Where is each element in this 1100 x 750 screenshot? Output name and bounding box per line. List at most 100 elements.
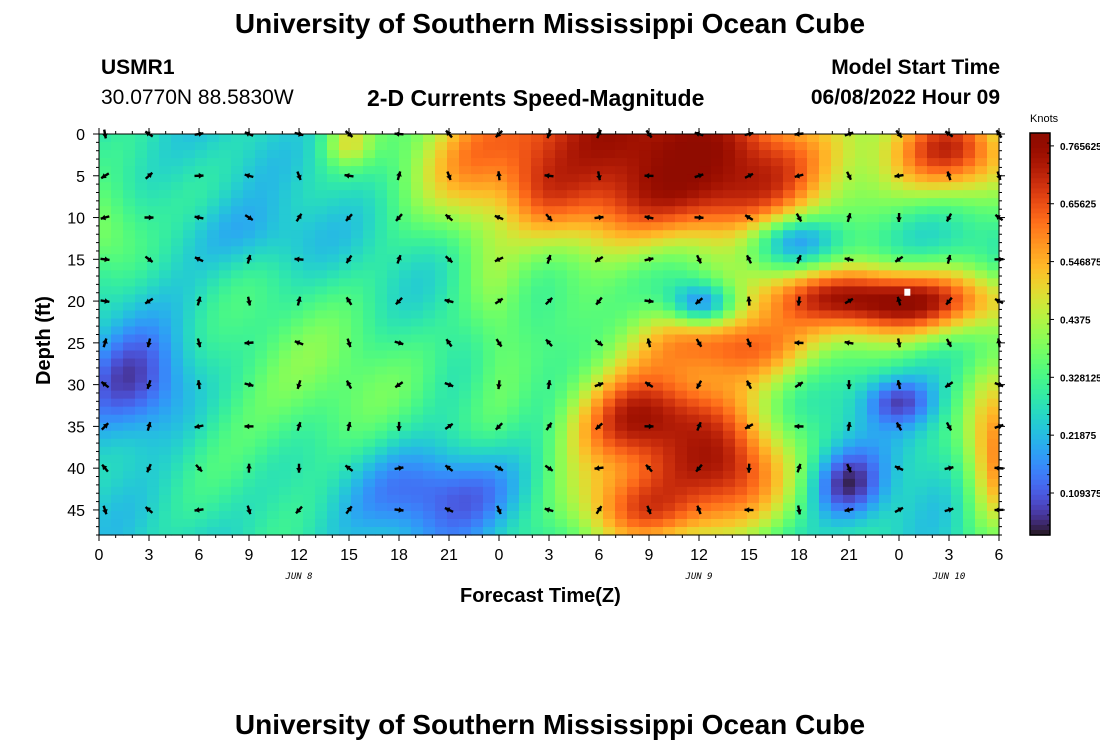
heatmap-cell xyxy=(915,486,928,496)
current-arrow xyxy=(494,297,504,305)
heatmap-cell xyxy=(399,206,412,215)
heatmap-cell xyxy=(735,366,748,376)
heatmap-cell xyxy=(627,510,640,520)
heatmap-cell xyxy=(759,438,772,448)
heatmap-cell xyxy=(423,318,436,328)
colorbar-segment xyxy=(1030,258,1050,265)
heatmap-cell xyxy=(927,342,940,352)
heatmap-cell xyxy=(639,406,652,416)
heatmap-cell xyxy=(267,486,280,496)
heatmap-cell xyxy=(435,230,448,239)
heatmap-cell xyxy=(471,150,484,159)
heatmap-cell xyxy=(507,526,520,536)
heatmap-cell xyxy=(735,510,748,520)
current-arrow xyxy=(594,339,604,347)
heatmap-cell xyxy=(159,254,172,263)
current-arrow xyxy=(544,297,554,306)
heatmap-cell xyxy=(435,438,448,448)
heatmap-cell xyxy=(111,374,124,384)
heatmap-cell xyxy=(183,358,196,368)
heatmap-cell xyxy=(759,422,772,432)
heatmap-cell xyxy=(219,230,232,239)
heatmap-cell xyxy=(723,390,736,400)
heatmap-cell xyxy=(783,406,796,416)
heatmap-cell xyxy=(591,302,604,312)
heatmap-cell xyxy=(627,446,640,456)
heatmap-cell xyxy=(771,238,784,247)
heatmap-cell xyxy=(255,214,268,223)
current-arrow-head xyxy=(247,215,253,220)
heatmap-cell xyxy=(159,446,172,456)
heatmap-cell xyxy=(495,406,508,416)
heatmap-cell xyxy=(735,430,748,440)
heatmap-cell xyxy=(891,446,904,456)
heatmap-cell xyxy=(795,150,808,159)
heatmap-cell xyxy=(747,478,760,488)
heatmap-cell xyxy=(123,510,136,520)
heatmap-cell xyxy=(987,382,1000,392)
heatmap-cell xyxy=(543,166,556,175)
heatmap-cell xyxy=(255,422,268,432)
heatmap-cell xyxy=(663,278,676,287)
heatmap-cell xyxy=(555,462,568,472)
heatmap-cell xyxy=(939,262,952,271)
heatmap-cell xyxy=(375,246,388,255)
heatmap-cell xyxy=(759,262,772,271)
heatmap-cell xyxy=(927,294,940,304)
heatmap-cell xyxy=(339,518,352,528)
heatmap-cell xyxy=(699,286,712,295)
heatmap-cell xyxy=(687,398,700,408)
heatmap-cell xyxy=(987,230,1000,239)
heatmap-cell xyxy=(591,318,604,328)
heatmap-cell xyxy=(111,278,124,287)
heatmap-cell xyxy=(687,174,700,183)
colorbar-tick-label: 0.546875 xyxy=(1060,258,1100,269)
heatmap-cell xyxy=(555,174,568,183)
heatmap-cell xyxy=(147,302,160,312)
heatmap-cell xyxy=(255,478,268,488)
heatmap-cell xyxy=(375,358,388,368)
heatmap-cell xyxy=(231,358,244,368)
heatmap-cell xyxy=(927,454,940,464)
heatmap-cell xyxy=(291,486,304,496)
heatmap-cell xyxy=(855,230,868,239)
heatmap-cell xyxy=(651,318,664,328)
heatmap-cell xyxy=(963,158,976,167)
heatmap-cell xyxy=(375,526,388,536)
heatmap-cell xyxy=(327,238,340,247)
heatmap-cell xyxy=(855,430,868,440)
heatmap-cell xyxy=(795,190,808,199)
heatmap-cell xyxy=(567,182,580,191)
heatmap-cell xyxy=(183,422,196,432)
heatmap-cell xyxy=(375,302,388,312)
heatmap-cell xyxy=(735,398,748,408)
heatmap-cell xyxy=(735,238,748,247)
heatmap-cell xyxy=(903,374,916,384)
heatmap-cell xyxy=(711,422,724,432)
heatmap-cell xyxy=(663,134,676,143)
heatmap-cell xyxy=(903,318,916,328)
colorbar-segment xyxy=(1030,374,1050,380)
heatmap-cell xyxy=(603,150,616,159)
heatmap-cell xyxy=(615,182,628,191)
heatmap-cell xyxy=(555,422,568,432)
heatmap-cell xyxy=(207,294,220,304)
heatmap-cell xyxy=(927,326,940,336)
heatmap-cell xyxy=(639,446,652,456)
heatmap-cell xyxy=(171,526,184,536)
heatmap-cell xyxy=(495,454,508,464)
heatmap-cell xyxy=(387,390,400,400)
heatmap-cell xyxy=(411,446,424,456)
heatmap-cell xyxy=(627,398,640,408)
colorbar-segment xyxy=(1030,273,1050,280)
heatmap-cell xyxy=(243,446,256,456)
colorbar-segment xyxy=(1030,434,1050,441)
heatmap-cell xyxy=(195,406,208,416)
heatmap-cell xyxy=(579,478,592,488)
heatmap-cell xyxy=(291,166,304,175)
heatmap-cell xyxy=(759,246,772,255)
heatmap-cell xyxy=(219,198,232,207)
heatmap-cell xyxy=(315,390,328,400)
heatmap-cell xyxy=(135,182,148,191)
heatmap-cell xyxy=(375,230,388,239)
